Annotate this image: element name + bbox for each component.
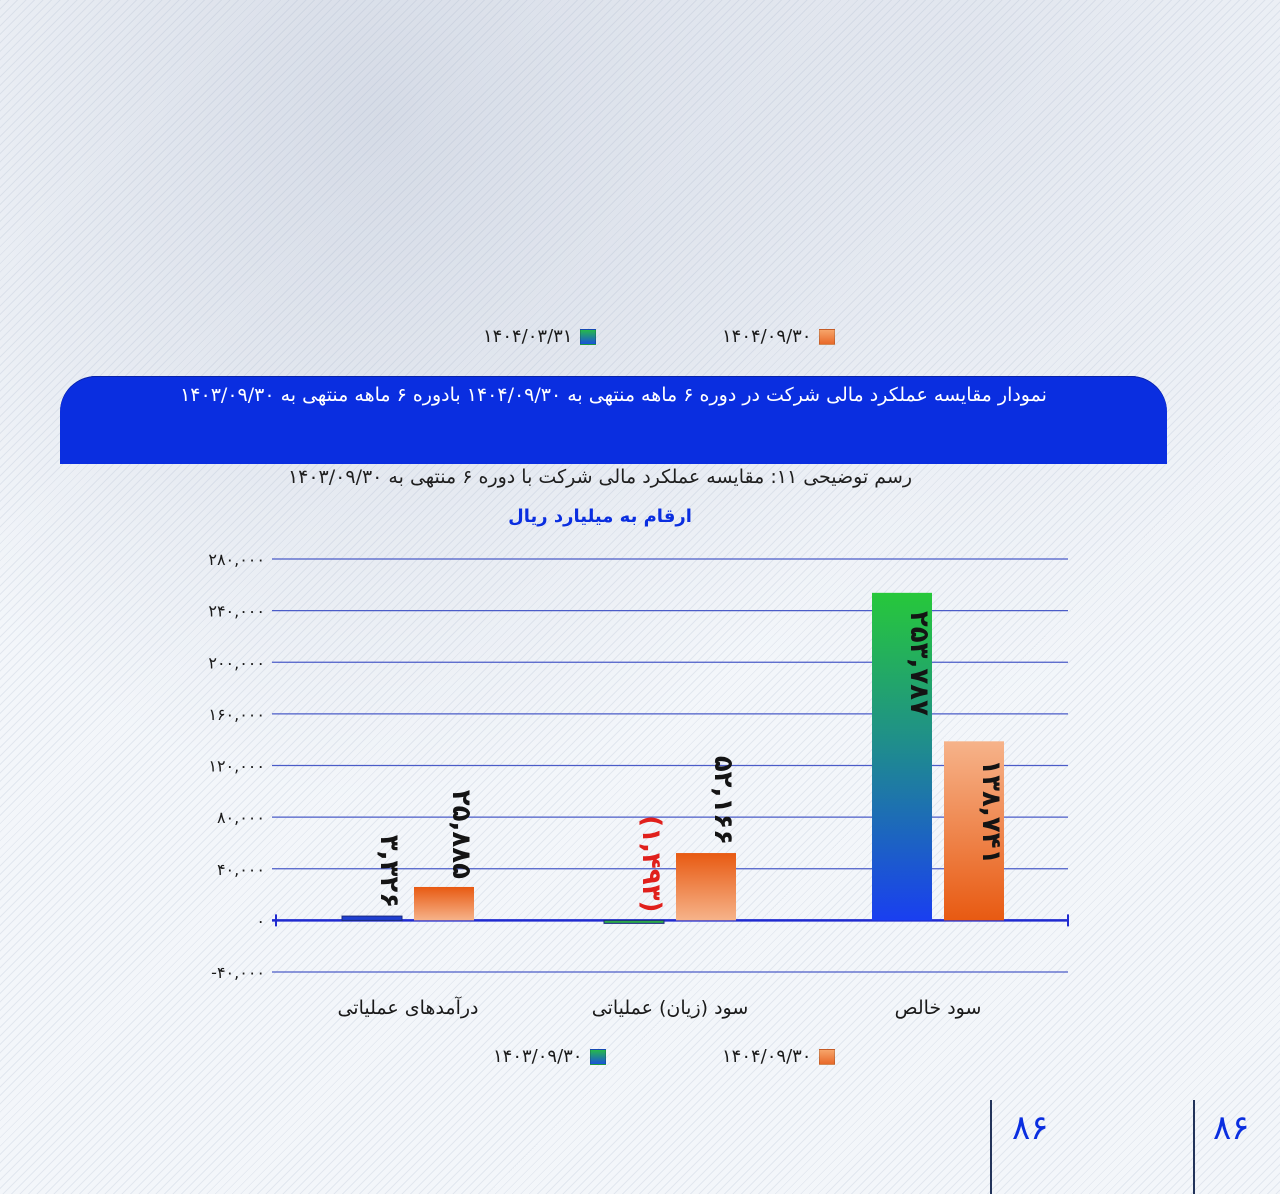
y-tick-label: ۰ [256,911,265,930]
y-tick-label: ۲۰۰,۰۰۰ [208,653,265,672]
bottom-legend-label-2: ۱۴۰۳/۰۹/۳۰ [493,1046,583,1067]
data-label: ۳,۳۲۶ [374,835,404,908]
bar-prev-0 [341,915,403,921]
green-swatch-icon [580,328,597,345]
y-tick-label: ۴۰,۰۰۰ [217,860,265,879]
page-number-right: ۸۶ [1213,1108,1250,1148]
page-divider-right [1193,1100,1195,1194]
category-label: سود (زیان) عملیاتی [592,997,749,1019]
data-label: ۵۲,۱۶۶ [708,756,738,845]
bottom-legend-item-1: ۱۴۰۴/۰۹/۳۰ [722,1046,836,1067]
data-label: ۱۳۸,۷۴۱ [976,759,1006,864]
data-label: ۲۵۳,۷۸۷ [904,611,934,716]
y-tick-label: -۴۰,۰۰۰ [211,963,265,982]
top-legend-label-1: ۱۴۰۴/۰۹/۳۰ [722,326,812,347]
y-tick-label: ۱۶۰,۰۰۰ [208,705,265,724]
page-divider-left [990,1100,992,1194]
bottom-legend-item-2: ۱۴۰۳/۰۹/۳۰ [493,1046,607,1067]
page-number-left: ۸۶ [1012,1108,1049,1148]
top-legend-label-2: ۱۴۰۴/۰۳/۳۱ [483,326,573,347]
figure-caption: رسم توضیحی ۱۱: مقایسه عملکرد مالی شرکت ب… [287,466,913,488]
category-label: سود خالص [895,997,982,1019]
data-label: ۲۵,۸۸۵ [446,790,476,879]
orange-swatch-icon [819,1048,836,1065]
bar-prev-2 [872,592,932,921]
orange-swatch-icon [819,328,836,345]
y-tick-label: ۱۲۰,۰۰۰ [208,757,265,776]
bar-prev-1 [603,919,665,924]
bar-curr-0 [414,886,474,921]
y-tick-label: ۸۰,۰۰۰ [217,808,265,827]
unit-label: ارقام به میلیارد ریال [508,506,692,527]
y-tick-label: ۲۴۰,۰۰۰ [208,602,265,621]
bar-curr-1 [676,853,736,921]
top-legend-item-1: ۱۴۰۴/۰۹/۳۰ [722,326,836,347]
top-legend-item-2: ۱۴۰۴/۰۳/۳۱ [483,326,597,347]
y-tick-label: ۲۸۰,۰۰۰ [208,550,265,569]
data-label: (۱,۴۹۳) [636,815,666,912]
bottom-legend-label-1: ۱۴۰۴/۰۹/۳۰ [722,1046,812,1067]
category-label: درآمدهای عملیاتی [337,995,478,1019]
bar-curr-2 [944,741,1004,921]
title-banner: نمودار مقایسه عملکرد مالی شرکت در دوره ۶… [60,376,1167,464]
green-swatch-icon [590,1048,607,1065]
banner-title: نمودار مقایسه عملکرد مالی شرکت در دوره ۶… [180,384,1047,406]
